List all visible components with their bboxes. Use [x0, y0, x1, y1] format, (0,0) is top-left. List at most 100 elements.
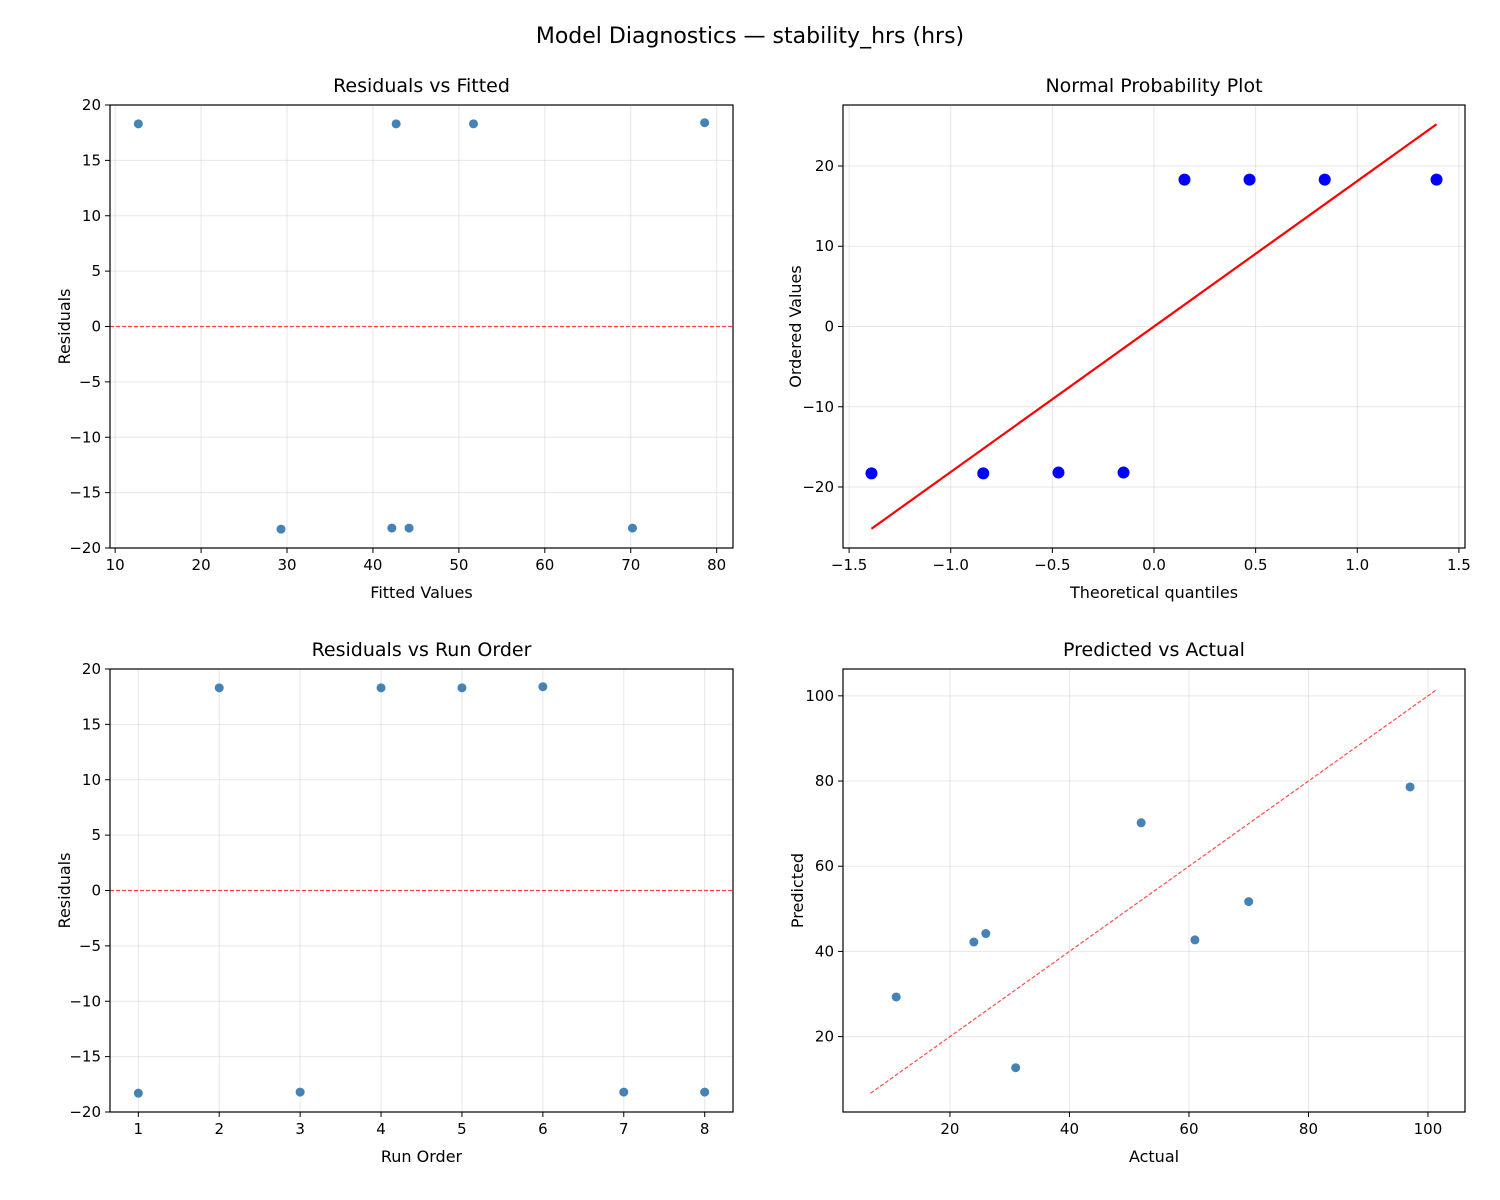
subplot-3: 1 2 3 4 5 6 7 8 −20 −15 −10 −5 0 5 10 15 20 Residuals vs … [55, 639, 734, 1166]
axes-frame [842, 668, 1466, 1113]
x-axis-label: Run Order [381, 1147, 463, 1166]
data-point [276, 524, 286, 534]
x-tick-label: 20 [192, 556, 211, 574]
y-tick-label: 10 [82, 207, 101, 225]
data-point [1405, 782, 1415, 792]
y-tick-label: −20 [69, 1103, 101, 1121]
x-axis-label: Fitted Values [370, 583, 472, 602]
y-axis-label: Residuals [55, 853, 74, 929]
data-point [700, 1087, 710, 1097]
subplot-title: Predicted vs Actual [1063, 639, 1245, 661]
data-point [391, 119, 401, 129]
subplot-4: 20 40 60 80 100 20 40 60 80 100 Predicted vs Actua… [788, 639, 1466, 1166]
y-tick-label: 20 [82, 96, 101, 114]
data-point [865, 467, 878, 480]
x-tick-label: 40 [1060, 1120, 1079, 1138]
data-point [1117, 466, 1130, 479]
data-point [891, 992, 901, 1002]
data-point [1430, 173, 1443, 186]
y-tick-label: 40 [815, 942, 834, 960]
data-point [627, 523, 637, 533]
y-tick-label: 20 [815, 1028, 834, 1046]
y-tick-label: −15 [69, 484, 101, 502]
data-point [981, 929, 991, 939]
x-tick-label: 80 [707, 556, 726, 574]
x-tick-label: 5 [457, 1120, 467, 1138]
subplot-title: Residuals vs Run Order [312, 639, 532, 661]
y-tick-label: 10 [815, 237, 834, 255]
data-point [295, 1087, 305, 1097]
y-tick-label: 100 [805, 687, 834, 705]
data-point [404, 523, 414, 533]
y-tick-label: −20 [802, 478, 834, 496]
x-tick-label: 60 [1179, 1120, 1198, 1138]
subplot-1: 10 20 30 40 50 60 70 80 −20 −15 −10 −5 0 5 10 15 20 Resid… [55, 75, 734, 602]
data-point [1011, 1063, 1021, 1073]
x-axis-label: Theoretical quantiles [1069, 583, 1238, 602]
data-point [1136, 818, 1146, 828]
y-axis-label: Residuals [55, 289, 74, 365]
figure-title: Model Diagnostics — stability_hrs (hrs) [536, 24, 964, 49]
x-tick-label: 80 [1299, 1120, 1318, 1138]
data-point [1178, 173, 1191, 186]
data-point [538, 682, 548, 692]
y-axis-label: Predicted [788, 853, 807, 928]
y-tick-label: −15 [69, 1048, 101, 1066]
data-point [214, 683, 224, 693]
x-tick-label: 4 [376, 1120, 386, 1138]
x-tick-label: 3 [295, 1120, 305, 1138]
y-tick-label: 60 [815, 857, 834, 875]
x-tick-label: −1.0 [933, 556, 969, 574]
y-axis-label: Ordered Values [786, 265, 805, 387]
data-point [133, 1088, 143, 1098]
x-tick-label: 60 [535, 556, 554, 574]
x-tick-label: 100 [1414, 1120, 1443, 1138]
subplot-title: Residuals vs Fitted [333, 75, 510, 97]
y-tick-label: −10 [69, 428, 101, 446]
x-tick-label: 7 [619, 1120, 629, 1138]
x-tick-label: 20 [940, 1120, 959, 1138]
y-tick-label: −20 [69, 539, 101, 557]
axes-frame [842, 104, 1466, 549]
data-point [457, 683, 467, 693]
y-tick-label: 5 [91, 262, 101, 280]
y-tick-label: 0 [91, 318, 101, 336]
x-tick-label: 30 [277, 556, 296, 574]
y-tick-label: −10 [69, 992, 101, 1010]
data-point [700, 118, 710, 128]
x-tick-label: 40 [363, 556, 382, 574]
x-tick-label: 0.0 [1142, 556, 1166, 574]
data-point [1190, 935, 1200, 945]
y-tick-label: 5 [91, 826, 101, 844]
y-tick-label: 15 [82, 151, 101, 169]
x-tick-label: 1.0 [1345, 556, 1369, 574]
identity-line [870, 689, 1437, 1094]
y-tick-label: −10 [802, 398, 834, 416]
x-tick-label: 0.5 [1244, 556, 1268, 574]
x-tick-label: 1.5 [1447, 556, 1471, 574]
x-tick-label: −1.5 [831, 556, 867, 574]
data-point [376, 683, 386, 693]
data-point [133, 119, 143, 129]
x-tick-label: 8 [700, 1120, 710, 1138]
data-point [387, 523, 397, 533]
x-tick-label: 1 [134, 1120, 144, 1138]
x-tick-label: 2 [214, 1120, 224, 1138]
fit-line [870, 123, 1438, 530]
y-tick-label: 0 [824, 318, 834, 336]
y-tick-label: −5 [79, 373, 101, 391]
x-tick-label: 50 [449, 556, 468, 574]
y-tick-label: 80 [815, 772, 834, 790]
data-point [468, 119, 478, 129]
x-tick-label: 10 [106, 556, 125, 574]
y-tick-label: 10 [82, 771, 101, 789]
subplot-2: −1.5 −1.0 −0.5 0.0 0.5 1.0 1.5 −20 −10 0 10 20 Norma… [786, 75, 1471, 602]
data-point [1052, 466, 1065, 479]
y-tick-label: 0 [91, 882, 101, 900]
data-point [977, 467, 990, 480]
y-tick-label: 20 [815, 157, 834, 175]
x-tick-label: −0.5 [1034, 556, 1070, 574]
y-tick-label: 15 [82, 715, 101, 733]
data-point [619, 1087, 629, 1097]
